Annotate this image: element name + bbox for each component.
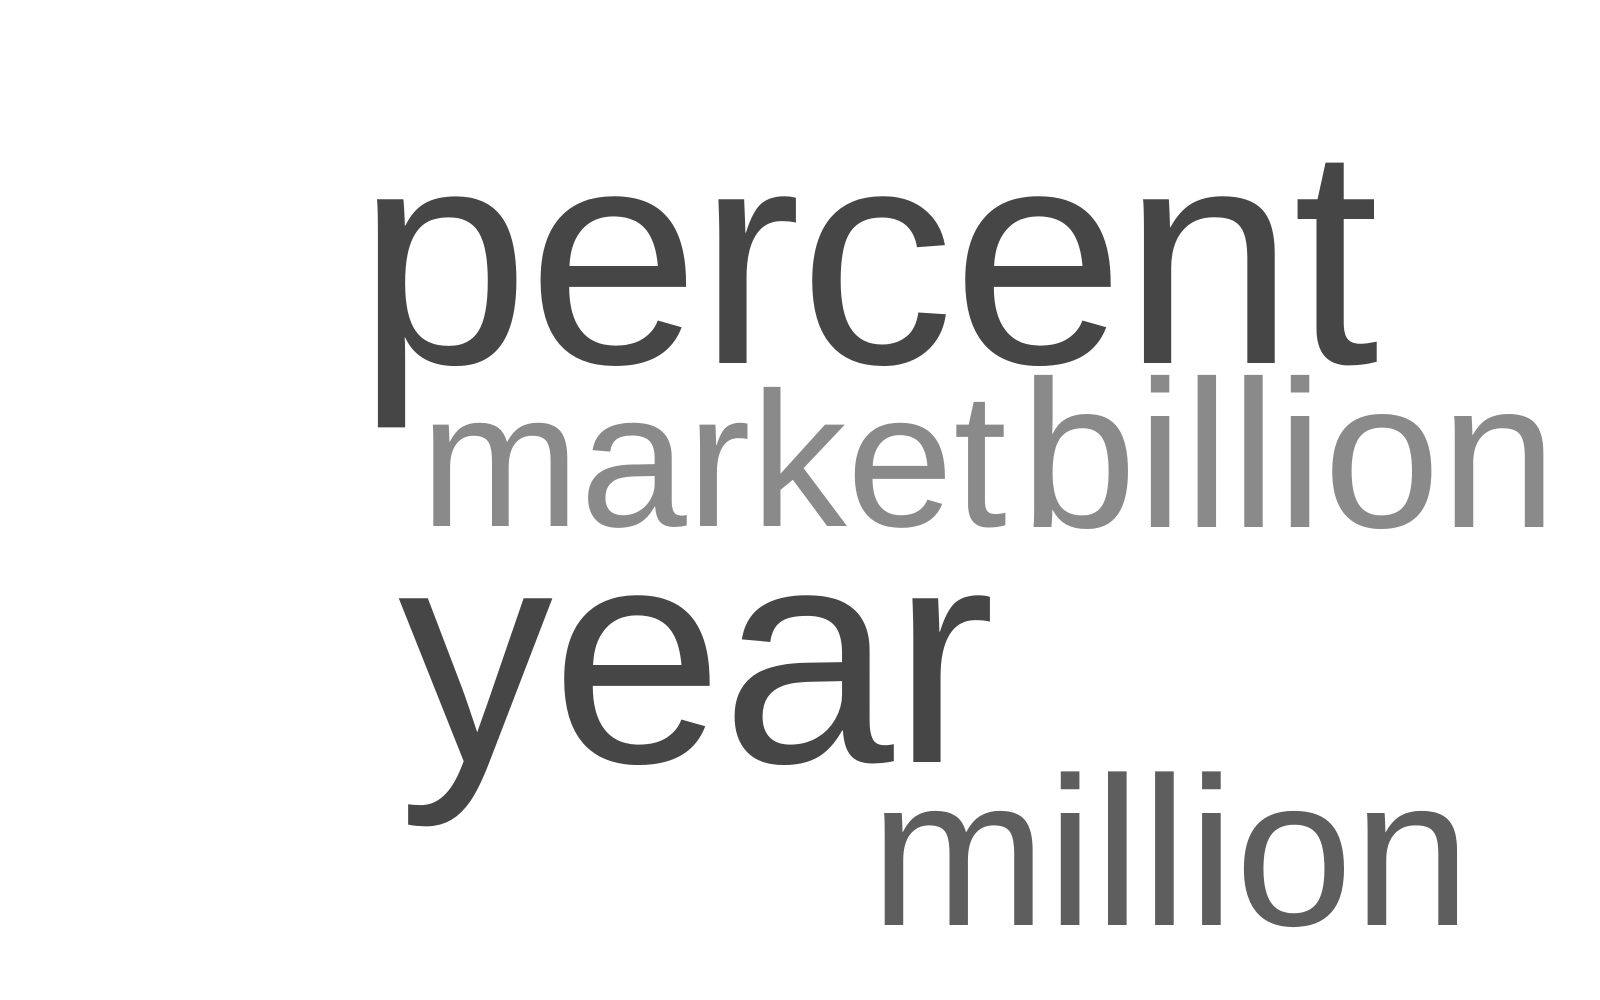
word-market: market (420, 352, 1007, 567)
word-billion: billion (1020, 337, 1557, 572)
word-year: year (398, 481, 995, 828)
word-million: million (870, 733, 1471, 970)
word-percent: percent (357, 82, 1379, 429)
